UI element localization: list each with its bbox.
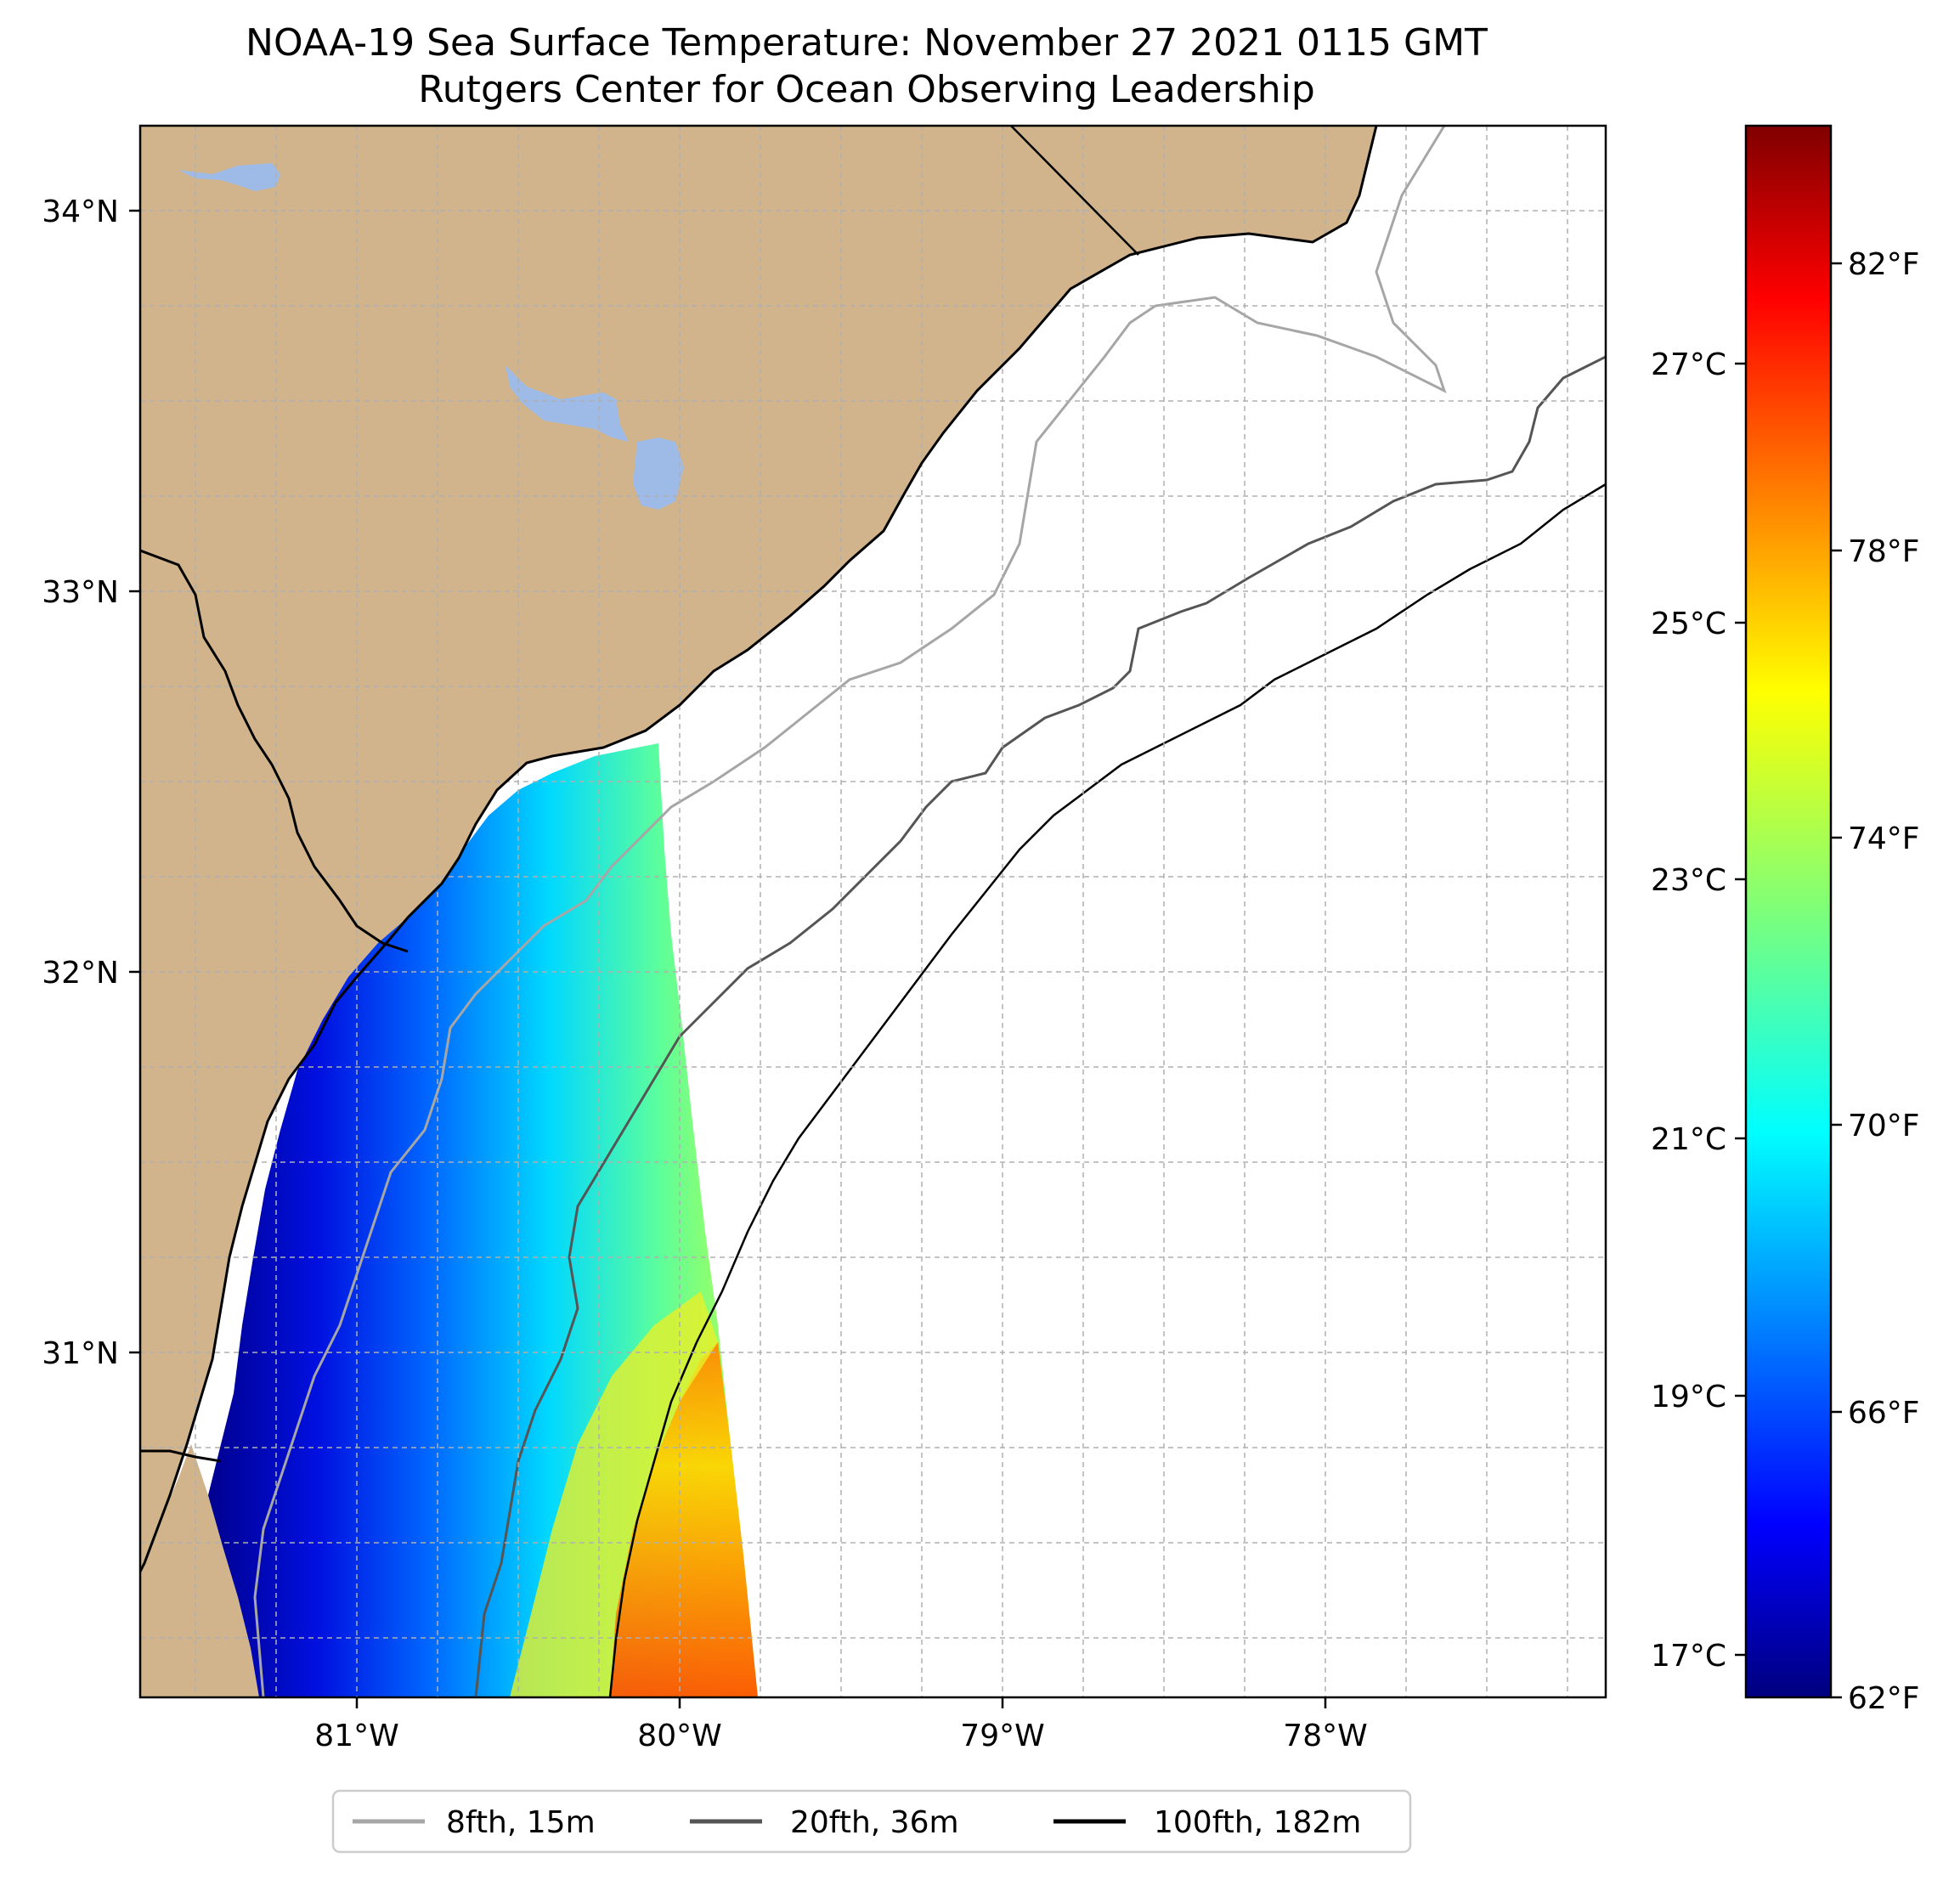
map-gridlines — [140, 126, 1606, 1697]
map-frame — [138, 124, 1607, 1699]
lat-tick-label: 33°N — [42, 575, 119, 610]
colorbar-f-label: 82°F — [1848, 247, 1920, 282]
legend-label-36m: 20fth, 36m — [790, 1805, 959, 1840]
lat-ticks — [129, 209, 140, 1354]
state-boundary-nc-sc — [1010, 126, 1139, 256]
colorbar-c-label: 21°C — [1651, 1122, 1726, 1157]
lat-tick-label: 31°N — [42, 1336, 119, 1371]
lake-marion — [506, 365, 629, 442]
colorbar-c-ticks — [1735, 362, 1746, 1657]
lake-moultrie — [633, 438, 684, 510]
sst-yellow-band — [510, 1291, 718, 1697]
lat-tick-label: 34°N — [42, 195, 119, 229]
colorbar-f-label: 66°F — [1848, 1396, 1920, 1431]
state-boundary-sc-ga — [140, 549, 409, 953]
sst-warm-region — [610, 1342, 758, 1697]
colorbar-f-label: 62°F — [1848, 1681, 1920, 1716]
colorbar-c-label: 25°C — [1651, 607, 1726, 641]
colorbar-f-ticks — [1831, 262, 1842, 1699]
colorbar-f-label: 78°F — [1848, 534, 1920, 569]
lon-tick-label: 79°W — [960, 1719, 1044, 1753]
colorbar-c-label: 27°C — [1651, 347, 1726, 382]
lon-tick-label: 81°W — [314, 1719, 398, 1753]
map-title: NOAA-19 Sea Surface Temperature: Novembe… — [246, 21, 1488, 65]
land-area — [140, 126, 1376, 1572]
colorbar-f-label: 74°F — [1848, 821, 1920, 856]
map-subtitle: Rutgers Center for Ocean Observing Leade… — [418, 68, 1315, 111]
lake-north — [178, 163, 280, 191]
lon-ticks — [355, 1697, 1327, 1708]
isobath-15m — [253, 126, 1447, 1697]
colorbar-c-label: 23°C — [1651, 863, 1726, 898]
lat-tick-label: 32°N — [42, 956, 119, 991]
colorbar-c-label: 17°C — [1651, 1639, 1726, 1674]
colorbar — [1744, 124, 1833, 1699]
lon-tick-label: 78°W — [1283, 1719, 1367, 1753]
map-panel — [140, 126, 1606, 1697]
colorbar-c-label: 19°C — [1651, 1380, 1726, 1414]
isobath-36m — [474, 355, 1606, 1697]
colorbar-f-label: 70°F — [1848, 1109, 1920, 1143]
legend-label-15m: 8fth, 15m — [446, 1805, 596, 1840]
legend-label-182m: 100fth, 182m — [1154, 1805, 1361, 1840]
lon-tick-label: 80°W — [637, 1719, 721, 1753]
coastline — [140, 126, 1378, 1572]
land-south-strip — [140, 1444, 259, 1697]
legend-box — [331, 1789, 1412, 1854]
